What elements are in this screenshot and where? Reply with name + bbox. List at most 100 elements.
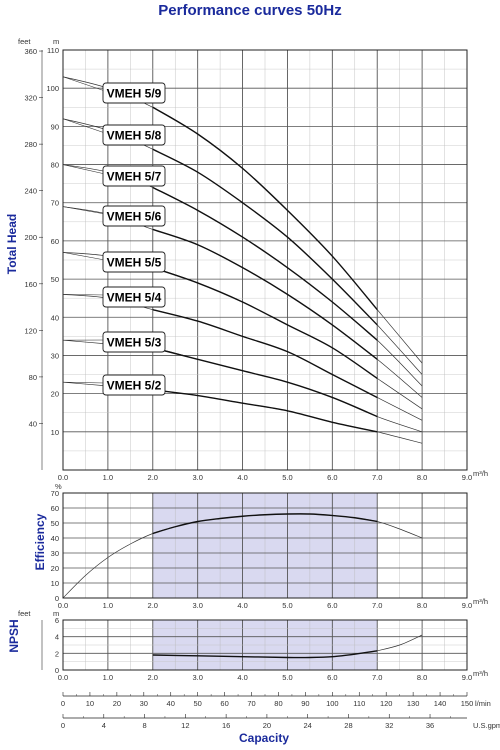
usgpm-tick-label: 28 bbox=[344, 721, 352, 730]
label-leader bbox=[62, 164, 106, 175]
npsh-plot: 0 2 4 6 feet m 0.0 1.0 2.0 3.0 4.0 5.0 6.0 7.0 8.0 9.0 m… bbox=[18, 609, 488, 682]
m-unit-label: m bbox=[53, 37, 59, 46]
efficiency-unit-label: % bbox=[55, 482, 62, 491]
usgpm-tick-label: 16 bbox=[222, 721, 230, 730]
npsh-axis-title: NPSH bbox=[7, 619, 21, 652]
x-tick-label: 8.0 bbox=[417, 601, 427, 610]
feet-tick-label: 40 bbox=[29, 419, 37, 428]
curve-label: VMEH 5/3 bbox=[107, 336, 162, 350]
curve-label-box bbox=[102, 82, 166, 104]
lmin-tick-label: 120 bbox=[380, 699, 393, 708]
head-curve-operating bbox=[152, 389, 378, 433]
chart-title: Performance curves 50Hz bbox=[158, 2, 342, 19]
lmin-tick-label: 100 bbox=[326, 699, 339, 708]
npsh-curve-operating bbox=[152, 650, 378, 659]
label-leader bbox=[62, 76, 106, 92]
lmin-unit-label: l/min bbox=[475, 699, 491, 708]
x-tick-label: 9.0 bbox=[462, 673, 472, 682]
x-tick-label: 4.0 bbox=[237, 473, 247, 482]
x-tick-label: 3.0 bbox=[192, 473, 202, 482]
x-tick-label: 6.0 bbox=[327, 601, 337, 610]
lmin-tick-label: 80 bbox=[274, 699, 282, 708]
lmin-tick-label: 130 bbox=[407, 699, 420, 708]
efficiency-plot: 0 10 20 30 40 50 60 70% 0.0 1.0 2.0 3.0 4.0 5.0 6.0 7.0… bbox=[51, 482, 488, 610]
feet-unit-label: feet bbox=[18, 609, 31, 618]
m-tick-label: 110 bbox=[47, 46, 59, 55]
curve-label: VMEH 5/5 bbox=[107, 256, 162, 270]
head-curve-operating bbox=[152, 106, 378, 311]
efficiency-tick-label: 0 bbox=[55, 594, 59, 603]
head-curve-operating bbox=[152, 148, 378, 326]
x-tick-label: 9.0 bbox=[462, 473, 472, 482]
feet-tick-label: 360 bbox=[24, 47, 37, 56]
lmin-tick-label: 20 bbox=[113, 699, 121, 708]
m-tick-label: 90 bbox=[51, 122, 59, 131]
usgpm-tick-label: 36 bbox=[426, 721, 434, 730]
feet-unit-label: feet bbox=[18, 37, 31, 46]
x-tick-label: 2.0 bbox=[148, 601, 158, 610]
efficiency-axis-title: Efficiency bbox=[33, 513, 47, 570]
efficiency-tick-label: 60 bbox=[51, 504, 59, 513]
label-leader bbox=[62, 381, 106, 384]
x-tick-label: 7.0 bbox=[372, 473, 382, 482]
x-tick-label: 1.0 bbox=[103, 601, 113, 610]
curve-label-box bbox=[102, 124, 166, 146]
x-tick-label: 0.0 bbox=[58, 473, 68, 482]
x-unit-label: m³/h bbox=[473, 597, 488, 606]
head-curve-operating bbox=[152, 186, 378, 341]
x-tick-label: 3.0 bbox=[192, 601, 202, 610]
curve-label-box bbox=[102, 374, 166, 396]
label-leader bbox=[62, 252, 106, 261]
m-tick-label: 70 bbox=[51, 199, 59, 208]
x-tick-label: 6.0 bbox=[327, 673, 337, 682]
plot-frame bbox=[62, 619, 468, 671]
usgpm-tick-label: 4 bbox=[102, 721, 106, 730]
x-tick-label: 7.0 bbox=[372, 601, 382, 610]
m-tick-label: 30 bbox=[51, 351, 59, 360]
head-axis-title: Total Head bbox=[5, 214, 19, 274]
x-tick-label: 6.0 bbox=[327, 473, 337, 482]
label-leader bbox=[62, 206, 106, 215]
lmin-tick-label: 60 bbox=[220, 699, 228, 708]
usgpm-tick-label: 0 bbox=[61, 721, 65, 730]
npsh-curve-thin bbox=[377, 634, 423, 652]
curve-label-box bbox=[102, 205, 166, 227]
head-curve-operating bbox=[152, 308, 378, 399]
x-tick-label: 9.0 bbox=[462, 601, 472, 610]
x-tick-label: 8.0 bbox=[417, 673, 427, 682]
lmin-tick-label: 10 bbox=[86, 699, 94, 708]
usgpm-tick-label: 24 bbox=[304, 721, 312, 730]
curve-label-box bbox=[102, 165, 166, 187]
x-tick-label: 1.0 bbox=[103, 673, 113, 682]
feet-tick-label: 120 bbox=[24, 326, 37, 335]
m-tick-label: 60 bbox=[51, 237, 59, 246]
lmin-tick-label: 110 bbox=[353, 699, 365, 708]
m-unit-label: m bbox=[53, 609, 59, 618]
lmin-tick-label: 30 bbox=[140, 699, 148, 708]
label-leader bbox=[62, 118, 106, 134]
lmin-tick-label: 40 bbox=[167, 699, 175, 708]
curve-label-box bbox=[102, 286, 166, 308]
curve-label: VMEH 5/4 bbox=[107, 291, 162, 305]
label-leader bbox=[62, 294, 106, 296]
lmin-tick-label: 150 bbox=[461, 699, 474, 708]
curve-label: VMEH 5/7 bbox=[107, 170, 162, 184]
npsh-tick-label: 4 bbox=[55, 633, 59, 642]
head-curve-operating bbox=[152, 228, 378, 360]
m-tick-label: 100 bbox=[46, 84, 59, 93]
npsh-tick-label: 2 bbox=[55, 649, 59, 658]
usgpm-tick-label: 32 bbox=[385, 721, 393, 730]
curve-label-box bbox=[102, 251, 166, 273]
feet-tick-label: 80 bbox=[29, 373, 37, 382]
head-curve-operating bbox=[152, 347, 378, 418]
curve-label: VMEH 5/8 bbox=[107, 129, 162, 143]
curve-label-box bbox=[102, 331, 166, 353]
x-tick-label: 8.0 bbox=[417, 473, 427, 482]
x-tick-label: 0.0 bbox=[58, 601, 68, 610]
x-tick-label: 3.0 bbox=[192, 673, 202, 682]
lmin-tick-label: 70 bbox=[247, 699, 255, 708]
curve-label: VMEH 5/9 bbox=[107, 87, 162, 101]
head-plot: 10 20 30 40 50 60 70 80 90 100 110 40 80 120 160 200 240… bbox=[18, 37, 488, 482]
x-tick-label: 5.0 bbox=[282, 673, 292, 682]
